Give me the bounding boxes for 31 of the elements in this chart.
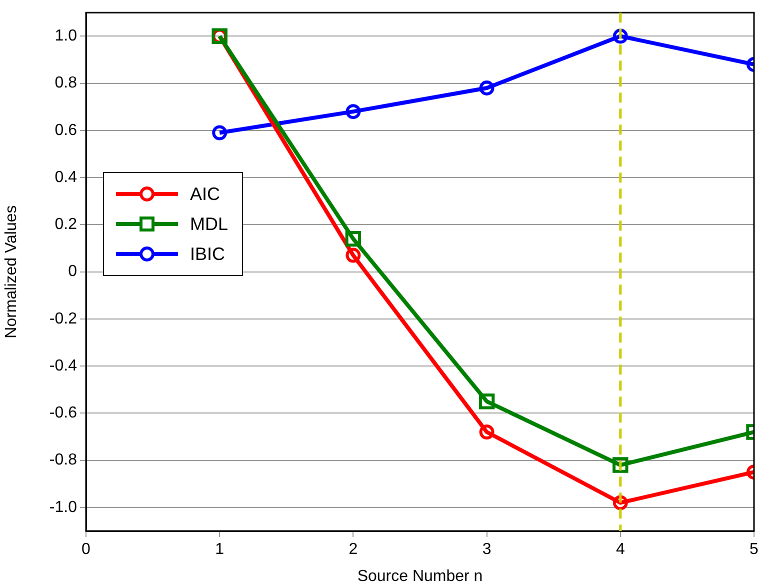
legend-label: IBIC xyxy=(190,244,226,264)
point xyxy=(346,248,361,263)
y-tick-label: 0.2 xyxy=(54,216,78,234)
point xyxy=(212,125,228,140)
legend-label: AIC xyxy=(190,184,220,204)
x-tick-label: 0 xyxy=(82,541,91,558)
point xyxy=(479,80,494,96)
point xyxy=(478,394,495,410)
x-tick-label: 1 xyxy=(215,541,224,558)
point xyxy=(346,104,361,120)
y-tick-label: -0.8 xyxy=(49,452,78,469)
y-tick-label: 1.0 xyxy=(54,28,78,45)
point xyxy=(479,424,494,440)
y-tick-label: -0.4 xyxy=(49,357,78,374)
y-tick-label: -0.6 xyxy=(49,404,78,422)
y-tick-label: -0.2 xyxy=(49,310,78,328)
y-tick-label: 0.4 xyxy=(54,168,78,186)
y-tick-label: -1.0 xyxy=(49,498,78,516)
x-tick-label: 3 xyxy=(482,541,492,558)
y-tick-label: 0 xyxy=(68,263,78,280)
y-tick-label: 0.6 xyxy=(54,122,78,139)
x-tick-label: 2 xyxy=(348,541,358,558)
point xyxy=(612,457,628,473)
y-axis-title: Normalized Values xyxy=(3,205,20,338)
y-tick-label: 0.8 xyxy=(54,74,78,92)
x-tick-label: 5 xyxy=(750,541,759,558)
point xyxy=(345,230,362,247)
legend-label: MDL xyxy=(190,214,228,234)
point xyxy=(612,28,628,44)
x-tick-label: 4 xyxy=(616,541,625,558)
x-axis-title: Source Number n xyxy=(357,568,483,585)
